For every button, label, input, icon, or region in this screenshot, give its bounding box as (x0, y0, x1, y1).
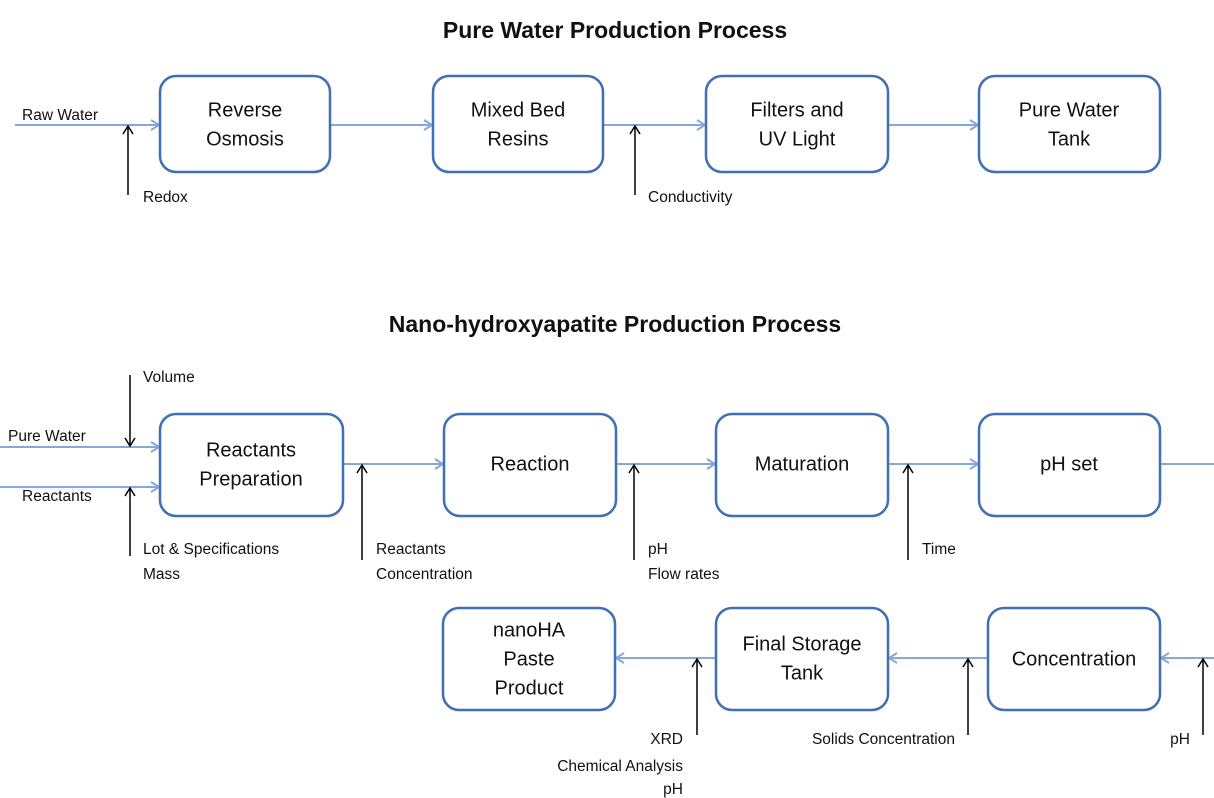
box-label: nanoHA (493, 619, 566, 641)
annotations: Raw Water Redox Conductivity Volume Pure… (8, 107, 1190, 798)
process-box (442, 412, 618, 518)
nodes: Reverse Osmosis Mixed Bed Resins Filters… (158, 74, 1162, 712)
process-box (714, 606, 890, 712)
box-label: Osmosis (206, 128, 284, 150)
title: Pure Water Production Process (443, 17, 787, 43)
annotation: Concentration (376, 566, 473, 583)
box-label: Preparation (199, 468, 302, 490)
process-box (158, 412, 345, 518)
process-box (158, 74, 332, 174)
annotation: Solids Concentration (812, 731, 955, 748)
annotation: XRD (650, 731, 683, 748)
annotation: Reactants (22, 488, 92, 505)
title: Nano-hydroxyapatite Production Process (389, 311, 841, 337)
process-box (441, 606, 617, 712)
annotation: Chemical Analysis (557, 758, 683, 775)
annotation: Mass (143, 566, 180, 583)
process-box (431, 74, 605, 174)
box-label: Reverse (208, 99, 282, 121)
box-label: Pure Water (1019, 99, 1120, 121)
annotation: Pure Water (8, 428, 86, 445)
annotation: Time (922, 541, 956, 558)
box-label: Reaction (491, 453, 570, 475)
process-box (714, 412, 890, 518)
box-label: Filters and (750, 99, 843, 121)
annotation: pH (648, 541, 668, 558)
annotation: Lot & Specifications (143, 541, 279, 558)
box-label: Tank (781, 662, 824, 684)
process-box (977, 74, 1162, 174)
box-label: pH set (1040, 453, 1098, 475)
box-label: Reactants (206, 439, 296, 461)
box-label: Paste (503, 648, 554, 670)
annotation: Volume (143, 369, 195, 386)
annotation: pH (663, 781, 683, 798)
annotation: Raw Water (22, 107, 98, 124)
process-box (704, 74, 890, 174)
box-label: UV Light (759, 128, 836, 150)
annotation: Flow rates (648, 566, 720, 583)
box-label: Concentration (1012, 648, 1137, 670)
box-label: Product (495, 677, 564, 699)
box-label: Final Storage (743, 633, 862, 655)
box-label: Maturation (755, 453, 850, 475)
process-box (977, 412, 1162, 518)
process-box (986, 606, 1162, 712)
box-label: Mixed Bed (471, 99, 566, 121)
annotation: Conductivity (648, 189, 733, 206)
annotation: Reactants (376, 541, 446, 558)
measurements (122, 124, 1209, 735)
annotation: pH (1170, 731, 1190, 748)
box-label: Tank (1048, 128, 1091, 150)
box-label: Resins (487, 128, 548, 150)
annotation: Redox (143, 189, 188, 206)
